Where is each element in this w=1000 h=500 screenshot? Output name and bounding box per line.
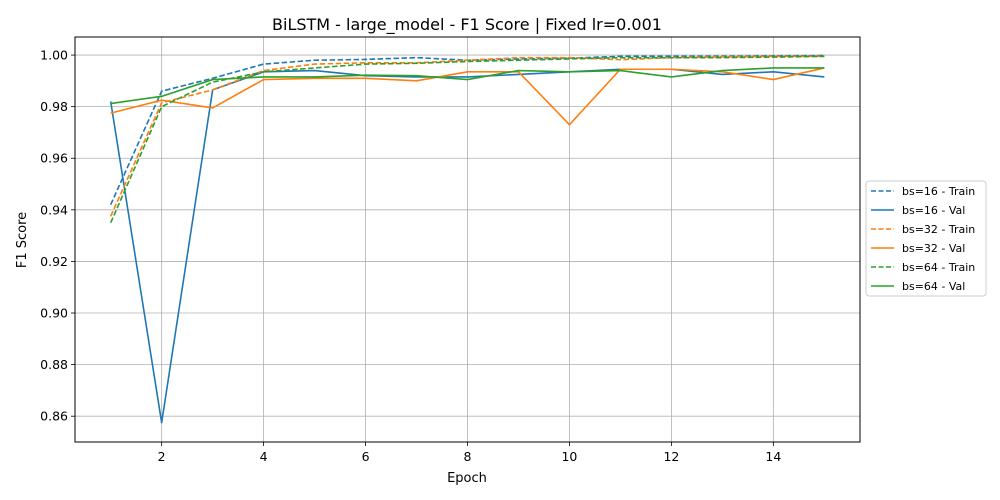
series-lines bbox=[109, 54, 825, 424]
y-tick-label: 0.86 bbox=[40, 409, 68, 424]
x-tick-label: 8 bbox=[464, 449, 472, 464]
legend-box bbox=[865, 180, 987, 297]
x-tick-label: 6 bbox=[362, 449, 370, 464]
series-line-2 bbox=[109, 55, 825, 217]
legend-label: bs=32 - Train bbox=[902, 223, 975, 236]
legend-label: bs=32 - Val bbox=[902, 242, 965, 255]
y-tick-label: 0.90 bbox=[40, 306, 68, 321]
x-tick-label: 2 bbox=[158, 449, 166, 464]
y-axis-ticks: 0.86 0.88 0.90 0.92 0.94 0.96 0.98 1.00 bbox=[40, 48, 75, 424]
series-line-3 bbox=[110, 67, 825, 126]
y-tick-label: 0.96 bbox=[40, 151, 68, 166]
y-axis-label: F1 Score bbox=[15, 212, 30, 268]
y-tick-label: 0.88 bbox=[40, 357, 68, 372]
y-tick-label: 0.98 bbox=[40, 99, 68, 114]
x-axis-ticks: 2 4 6 8 10 12 14 bbox=[158, 442, 781, 464]
x-axis-label: Epoch bbox=[447, 471, 487, 486]
legend-label: bs=16 - Train bbox=[902, 185, 975, 198]
x-tick-label: 4 bbox=[260, 449, 268, 464]
legend-label: bs=64 - Val bbox=[902, 280, 965, 293]
legend: bs=16 - Train bs=16 - Val bs=32 - Train bs=… bbox=[865, 180, 987, 297]
chart-title: BiLSTM - large_model - F1 Score | Fixed … bbox=[272, 15, 662, 35]
y-tick-label: 0.92 bbox=[40, 254, 68, 269]
legend-label: bs=16 - Val bbox=[902, 204, 965, 217]
series-line-5 bbox=[110, 67, 825, 105]
x-tick-label: 12 bbox=[663, 449, 679, 464]
legend-label: bs=64 - Train bbox=[902, 261, 975, 274]
grid bbox=[75, 37, 860, 442]
x-tick-label: 10 bbox=[561, 449, 577, 464]
y-tick-label: 1.00 bbox=[40, 48, 68, 63]
y-tick-label: 0.94 bbox=[40, 202, 68, 217]
x-tick-label: 14 bbox=[765, 449, 781, 464]
